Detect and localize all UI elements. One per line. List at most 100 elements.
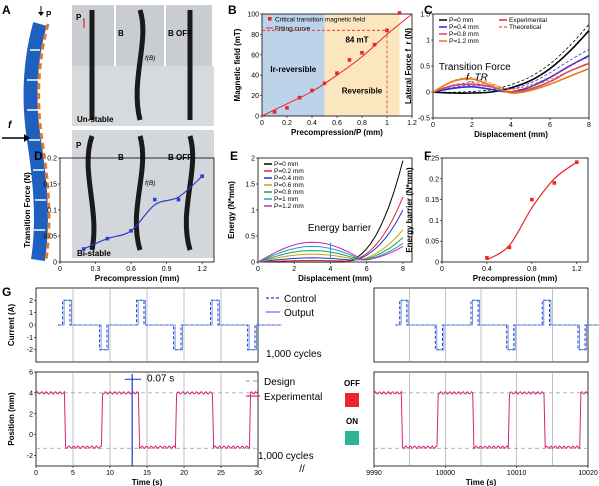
x-tick-label: 0 <box>34 470 38 477</box>
legend-label-critical: Critical transition magnetic field <box>275 17 365 24</box>
beam-photo-5 <box>133 135 146 251</box>
x-tick-label: 0.6 <box>126 266 136 273</box>
x-tick-label: 20 <box>180 470 188 477</box>
x-tick-label: 8 <box>401 266 405 273</box>
annotation-ftr: f_TR <box>466 73 488 84</box>
y-tick-label: 1.5 <box>245 182 255 189</box>
annotation-1000-cycles-top: 1,000 cycles <box>266 349 322 360</box>
theoretical-line <box>432 24 590 93</box>
y-tick-label: 2 <box>29 298 33 305</box>
x-tick-label: 1.2 <box>572 266 582 273</box>
irreversible-region <box>262 14 325 116</box>
panel-letter-b: B <box>228 3 237 17</box>
y-tick-label: 0 <box>255 114 259 121</box>
series-line <box>432 30 590 94</box>
data-point-marker <box>372 42 377 47</box>
y-tick-label: 1 <box>426 38 430 45</box>
y-tick-label: 0.15 <box>43 182 57 189</box>
data-point-marker <box>152 197 157 202</box>
photo-b-off-2: B OFF <box>168 153 192 162</box>
legend-label-output: Output <box>284 308 314 319</box>
irreversible-label: Ir-reversible <box>270 65 316 74</box>
legend-label: P=0 mm <box>274 161 298 168</box>
x-tick-label: 10010 <box>507 470 527 477</box>
x-axis-label-right: Time (s) <box>466 478 497 486</box>
annotation-transition-force: Transition Force <box>439 62 511 73</box>
y-tick-label: 0.2 <box>429 176 439 183</box>
bistable-label: Bi-stable <box>77 249 111 258</box>
annotation-007s: 0.07 s <box>147 373 174 384</box>
photo-bistable-row: P B f(B) B OFF Bi-stable <box>72 130 214 258</box>
annotation-1000-cycles-bottom: 1,000 cycles <box>258 451 314 462</box>
x-tick-label: 5 <box>71 470 75 477</box>
y-tick-label: -2 <box>27 453 33 460</box>
y-tick-label: 1 <box>251 208 255 215</box>
panel-f-chart: F 0 0.4 0.8 1.2 0 0.05 0.1 0.15 0.2 0.25 Precompre… <box>405 149 589 283</box>
legend-label-theoretical: Theoretical <box>509 24 542 31</box>
legend-label: P=0.2 mm <box>274 168 304 175</box>
data-point-marker <box>507 245 512 250</box>
output-signal-right <box>396 299 599 351</box>
x-tick-label: 10000 <box>436 470 456 477</box>
legend-label-fit: Fitting curve <box>275 26 311 33</box>
legend-label: P=1.2 mm <box>274 203 304 210</box>
y-tick-label: 2 <box>29 411 33 418</box>
fitting-curve <box>486 161 578 261</box>
legend-label: P=0 mm <box>449 17 473 24</box>
legend-label-control: Control <box>284 294 316 305</box>
y-tick-label: 0.05 <box>43 234 57 241</box>
data-point-marker <box>347 58 352 62</box>
legend-label-design: Design <box>264 377 295 388</box>
photo-b-label-1: B <box>118 29 124 38</box>
data-point-marker <box>322 81 327 86</box>
annotation-energy-barrier: Energy barrier <box>308 223 372 234</box>
theoretical-line <box>432 49 590 93</box>
data-point-marker <box>485 256 489 260</box>
fitting-curve <box>83 175 203 250</box>
series-line <box>258 160 404 263</box>
x-tick-label: 8 <box>587 122 591 129</box>
series-line <box>432 62 590 93</box>
beam-magnet-strip <box>37 23 51 261</box>
legend-label-experimental: Experimental <box>509 17 547 24</box>
plot-frame <box>441 157 589 263</box>
y-tick-label: 0 <box>435 260 439 267</box>
data-point-marker <box>530 197 534 202</box>
precompression-arrowhead <box>38 12 44 16</box>
panel-a: A P f P B f(B) <box>2 3 214 262</box>
x-axis-label-left: Time (s) <box>132 478 163 486</box>
experimental-position-left <box>35 390 259 450</box>
beam-photo-6 <box>183 135 196 251</box>
y-tick-label: 60 <box>251 52 259 59</box>
x-tick-label: 1.2 <box>407 120 417 127</box>
y-tick-label: 0 <box>426 90 430 97</box>
data-point-marker <box>385 28 389 33</box>
panel-d-chart: D 0 0.3 0.6 0.9 1.2 0 0.05 0.1 0.15 0.2 Precompres… <box>23 149 215 283</box>
x-tick-label: 0.8 <box>527 266 537 273</box>
annotation-84mt: 84 mT <box>345 35 368 44</box>
y-axis-label-current: Current (A) <box>7 304 16 347</box>
y-axis-label: Energy (N*mm) <box>227 181 236 239</box>
y-axis-label-position: Position (mm) <box>7 392 16 446</box>
series-line <box>432 67 590 94</box>
data-point-marker <box>105 236 110 241</box>
beam-photo-4 <box>85 135 97 251</box>
data-point-marker <box>397 11 402 15</box>
y-tick-label: 4 <box>29 390 33 397</box>
y-tick-label: -1 <box>27 335 33 342</box>
output-signal-left <box>59 299 282 351</box>
y-tick-label: 2 <box>251 156 255 163</box>
legend-label: P=1.2 mm <box>449 38 479 45</box>
y-axis-label: Transition Force (N) <box>23 172 32 248</box>
legend-marker-critical <box>268 17 272 21</box>
photo-p-label: P <box>76 13 82 22</box>
y-tick-label: 0.05 <box>425 239 439 246</box>
x-tick-label: 4 <box>329 266 333 273</box>
y-axis-label: Energy barrier (N*mm) <box>405 167 414 253</box>
legend-label: P=0.8 mm <box>274 189 304 196</box>
y-tick-label: 80 <box>251 32 259 39</box>
panel-letter-d: D <box>34 149 43 163</box>
y-tick-label: 0.5 <box>420 64 430 71</box>
